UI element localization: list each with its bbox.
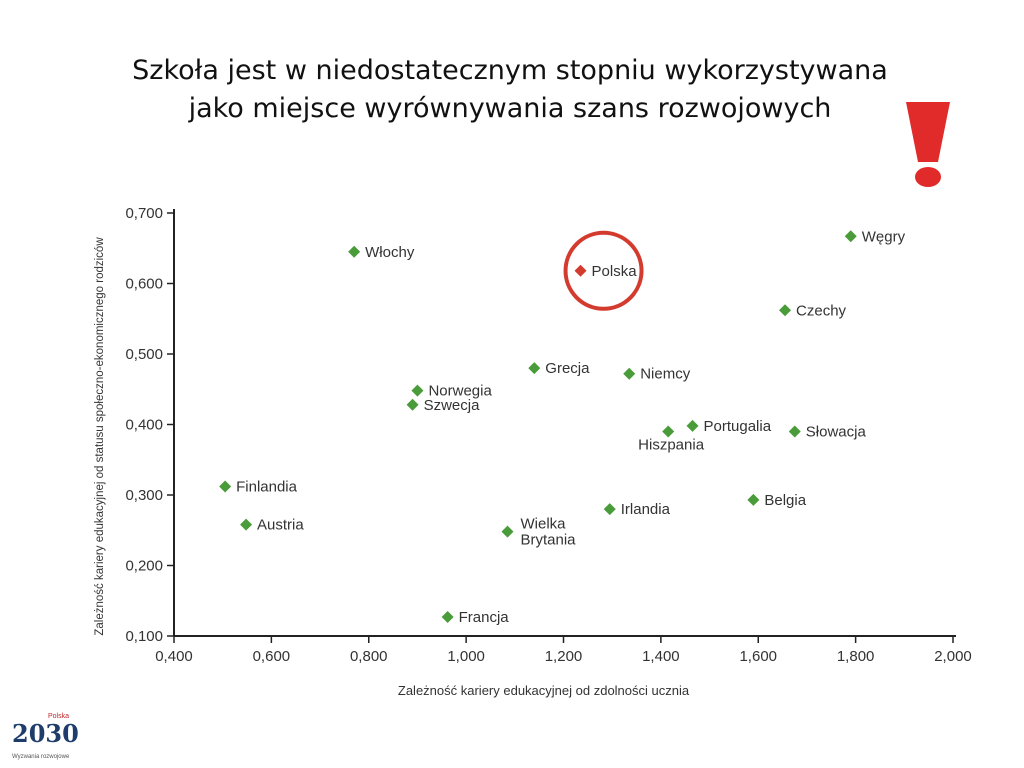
point-label: Francja	[459, 609, 510, 626]
data-point	[406, 398, 419, 411]
data-point	[501, 525, 514, 538]
data-point	[747, 493, 760, 506]
x-tick-label: 1,200	[545, 648, 583, 665]
data-point	[219, 480, 232, 493]
point-label: Czechy	[796, 302, 847, 319]
x-tick-label: 2,000	[934, 648, 972, 665]
data-point	[441, 610, 454, 623]
x-tick-label: 0,800	[350, 648, 388, 665]
data-point	[623, 367, 636, 380]
data-point	[779, 304, 792, 317]
y-tick-label: 0,100	[125, 628, 163, 645]
data-point	[686, 419, 699, 432]
point-label: Polska	[592, 263, 638, 280]
data-point	[574, 264, 587, 277]
point-label: Finlandia	[236, 479, 298, 496]
point-label: Węgry	[862, 228, 906, 245]
x-tick-label: 1,600	[739, 648, 777, 665]
point-label: Słowacja	[806, 424, 867, 441]
point-label: Hiszpania	[638, 437, 705, 454]
title-line-1: Szkoła jest w niedostatecznym stopniu wy…	[132, 55, 888, 86]
x-tick-label: 1,400	[642, 648, 680, 665]
x-tick-label: 0,400	[155, 648, 193, 665]
x-tick-label: 0,600	[253, 648, 291, 665]
point-label: Włochy	[365, 244, 415, 261]
x-axis-label: Zależność kariery edukacyjnej od zdolnoś…	[398, 683, 690, 698]
data-point	[240, 518, 253, 531]
exclamation-icon	[906, 102, 950, 187]
x-tick-label: 1,000	[447, 648, 485, 665]
point-label: Irlandia	[621, 501, 671, 518]
logo-country: Polska	[48, 713, 70, 720]
x-tick-label: 1,800	[837, 648, 875, 665]
point-label: Niemcy	[640, 366, 691, 383]
point-label: Wielka Brytania	[521, 516, 577, 549]
y-tick-label: 0,300	[125, 487, 163, 504]
data-point	[788, 425, 801, 438]
polska-2030-logo: Polska 2030 Wyzwania rozwojowe	[8, 713, 88, 768]
point-label: Portugalia	[704, 418, 772, 435]
y-tick-label: 0,200	[125, 558, 163, 575]
point-label: Austria	[257, 517, 304, 534]
y-axis-label: Zależność kariery edukacyjnej od statusu…	[94, 237, 106, 636]
data-point	[348, 245, 361, 258]
data-point	[662, 425, 675, 438]
y-tick-label: 0,500	[125, 346, 163, 363]
data-point	[844, 230, 857, 243]
y-tick-label: 0,400	[125, 417, 163, 434]
point-label: Norwegia	[428, 383, 492, 400]
data-point	[603, 503, 616, 516]
data-point	[411, 384, 424, 397]
title-line-2: jako miejsce wyrównywania szans rozwojow…	[188, 93, 832, 124]
logo-subtitle: Wyzwania rozwojowe	[12, 754, 70, 760]
point-label: Belgia	[764, 492, 806, 509]
y-tick-label: 0,700	[125, 205, 163, 222]
highlight-circle	[563, 230, 644, 311]
point-label: Grecja	[545, 360, 590, 377]
data-point	[528, 362, 541, 375]
slide-title: Szkoła jest w niedostatecznym stopniu wy…	[30, 52, 990, 128]
y-tick-label: 0,600	[125, 276, 163, 293]
logo-year: 2030	[12, 719, 79, 748]
point-label: Szwecja	[424, 397, 481, 414]
